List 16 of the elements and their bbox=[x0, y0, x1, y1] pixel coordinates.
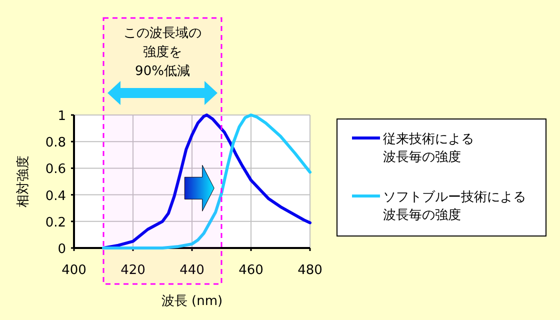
x-tick-label: 420 bbox=[120, 263, 146, 278]
y-tick-label: 1 bbox=[58, 109, 66, 124]
y-tick-label: 0 bbox=[58, 242, 66, 257]
y-tick-label: 0.8 bbox=[45, 136, 66, 151]
x-tick-label: 400 bbox=[62, 263, 86, 278]
y-tick-label: 0.6 bbox=[45, 162, 66, 178]
x-axis-title: 波長 (nm) bbox=[161, 294, 223, 309]
x-tick-label: 460 bbox=[238, 263, 264, 278]
legend-label: 従来技術による波長毎の強度 bbox=[383, 132, 474, 165]
x-tick-label: 440 bbox=[180, 263, 204, 278]
y-tick-label: 0.4 bbox=[45, 188, 66, 204]
y-axis-title: 相対強度 bbox=[15, 156, 31, 208]
y-tick-label: 0.2 bbox=[45, 215, 66, 230]
legend-label: ソフトブルー技術による波長毎の強度 bbox=[383, 190, 526, 223]
x-tick-label: 480 bbox=[298, 263, 322, 278]
band-label: この波長域の強度を90%低減 bbox=[124, 26, 202, 79]
